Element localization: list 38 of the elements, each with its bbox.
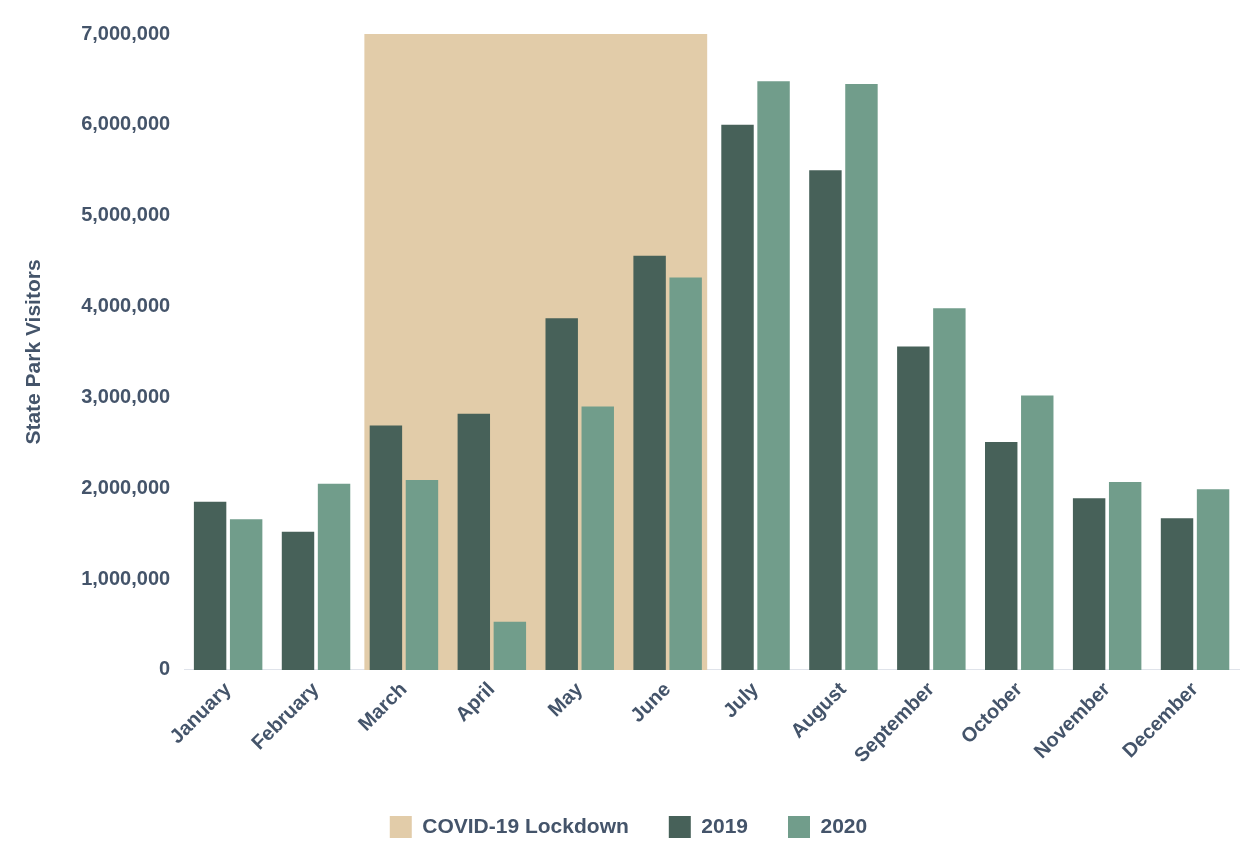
- bar: [1160, 518, 1194, 670]
- bar: [633, 255, 666, 670]
- legend-label: COVID-19 Lockdown: [422, 813, 629, 837]
- legend-label: 2020: [820, 813, 868, 837]
- legend-label: 2019: [701, 813, 749, 837]
- bar: [1108, 481, 1142, 670]
- bar: [457, 413, 491, 670]
- bar: [581, 406, 614, 670]
- bar: [809, 170, 842, 670]
- bar: [845, 83, 878, 670]
- y-tick-label: 4,000,000: [81, 294, 171, 317]
- y-axis-title: State Park Visitors: [21, 259, 45, 445]
- bar: [317, 483, 351, 670]
- bar: [281, 531, 315, 670]
- bar: [369, 425, 403, 670]
- bar: [193, 501, 227, 670]
- bar: [669, 277, 702, 670]
- y-tick-label: 7,000,000: [81, 21, 171, 44]
- y-tick-label: 1,000,000: [81, 566, 171, 589]
- bar: [721, 124, 754, 670]
- y-tick-label: 6,000,000: [81, 112, 171, 135]
- x-tick-label: May: [543, 676, 588, 721]
- y-tick-label: 3,000,000: [81, 384, 171, 407]
- bar: [985, 441, 1018, 670]
- bar: [933, 308, 966, 670]
- bar: [757, 81, 790, 670]
- bar: [1021, 395, 1054, 670]
- bar: [897, 346, 930, 670]
- bar: [493, 621, 527, 670]
- bar: [545, 318, 578, 670]
- y-tick-label: 0: [159, 657, 171, 680]
- bar: [229, 519, 263, 670]
- x-tick-label: July: [718, 676, 763, 722]
- y-tick-label: 2,000,000: [81, 475, 171, 498]
- bar: [1196, 489, 1230, 670]
- y-tick-label: 5,000,000: [81, 203, 171, 226]
- bar: [1072, 498, 1106, 670]
- bar: [405, 480, 439, 670]
